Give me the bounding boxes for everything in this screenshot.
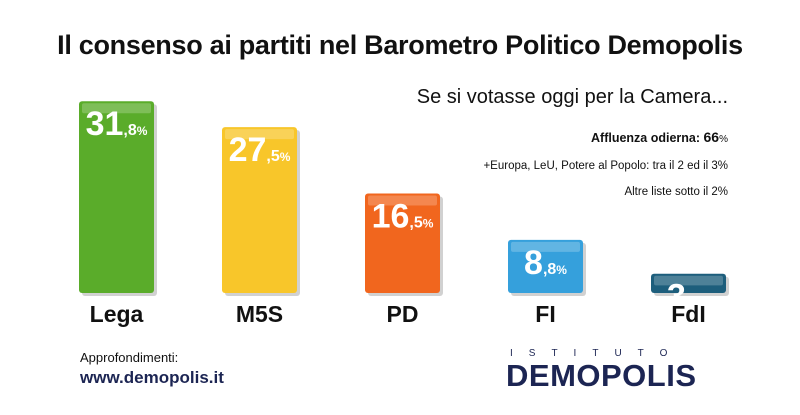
chart-title: Il consenso ai partiti nel Barometro Pol… <box>57 30 743 60</box>
logo-istituto-text: ISTITUTO <box>510 348 684 359</box>
turnout-label: Affluenza odierna: <box>591 131 704 145</box>
bar-group-m5s: 27,5% M5S <box>222 127 300 327</box>
value-label: 8,8% <box>524 244 567 282</box>
turnout-unit: % <box>719 134 728 145</box>
value-label: 3,2% <box>667 278 710 316</box>
value-label-dec: ,8 <box>543 261 556 278</box>
demopolis-logo: DEMOPOLIS <box>506 358 697 393</box>
bar-pd <box>365 193 440 293</box>
bar-group-lega: 31,8% Lega <box>79 101 157 327</box>
value-label: 27,5% <box>229 131 291 169</box>
bar-highlight <box>225 129 294 140</box>
turnout-value: 66 <box>703 129 720 145</box>
category-label-fdi: FdI <box>671 301 706 327</box>
footer-url-link[interactable]: www.demopolis.it <box>80 368 224 387</box>
bar-highlight <box>511 241 580 252</box>
bar-group-pd: 16,5% PD <box>365 193 443 327</box>
category-label-m5s: M5S <box>236 301 283 327</box>
value-label-int: 16 <box>372 197 410 235</box>
value-label-unit: % <box>280 150 291 164</box>
value-label-unit: % <box>137 124 148 138</box>
bar-highlight <box>368 195 437 206</box>
bar-lega <box>79 101 154 293</box>
value-label-unit: % <box>699 297 710 311</box>
value-label-dec: ,5 <box>266 148 279 165</box>
bar-highlight <box>654 275 723 286</box>
category-label-lega: Lega <box>90 301 144 327</box>
bar-fi <box>508 239 583 293</box>
value-label-unit: % <box>423 216 434 230</box>
value-label-unit: % <box>556 263 567 277</box>
value-label-dec: ,2 <box>686 295 699 312</box>
minor-parties-note: +Europa, LeU, Potere al Popolo: tra il 2… <box>483 160 728 172</box>
bar-m5s <box>222 127 297 293</box>
bar-group-fdi: 3,2%FdI <box>651 273 729 327</box>
value-label-int: 27 <box>229 131 267 169</box>
turnout-note: Affluenza odierna: 66% <box>591 129 728 145</box>
bar-group-fi: 8,8% FI <box>508 239 586 327</box>
other-lists-note: Altre liste sotto il 2% <box>624 186 728 198</box>
value-label-int: 3 <box>667 278 686 316</box>
chart-subtitle: Se si votasse oggi per la Camera... <box>416 86 728 108</box>
category-label-pd: PD <box>387 301 419 327</box>
category-label-fi: FI <box>535 301 555 327</box>
value-label-dec: ,5 <box>409 214 422 231</box>
value-label-dec: ,8 <box>123 122 136 139</box>
value-label: 31,8% <box>86 105 148 143</box>
value-label: 16,5% <box>372 197 434 235</box>
bar-fdi <box>651 273 726 293</box>
value-label-int: 8 <box>524 244 543 282</box>
footer-label: Approfondimenti: <box>80 350 179 365</box>
bar-highlight <box>82 103 151 114</box>
value-label-int: 31 <box>86 105 124 143</box>
